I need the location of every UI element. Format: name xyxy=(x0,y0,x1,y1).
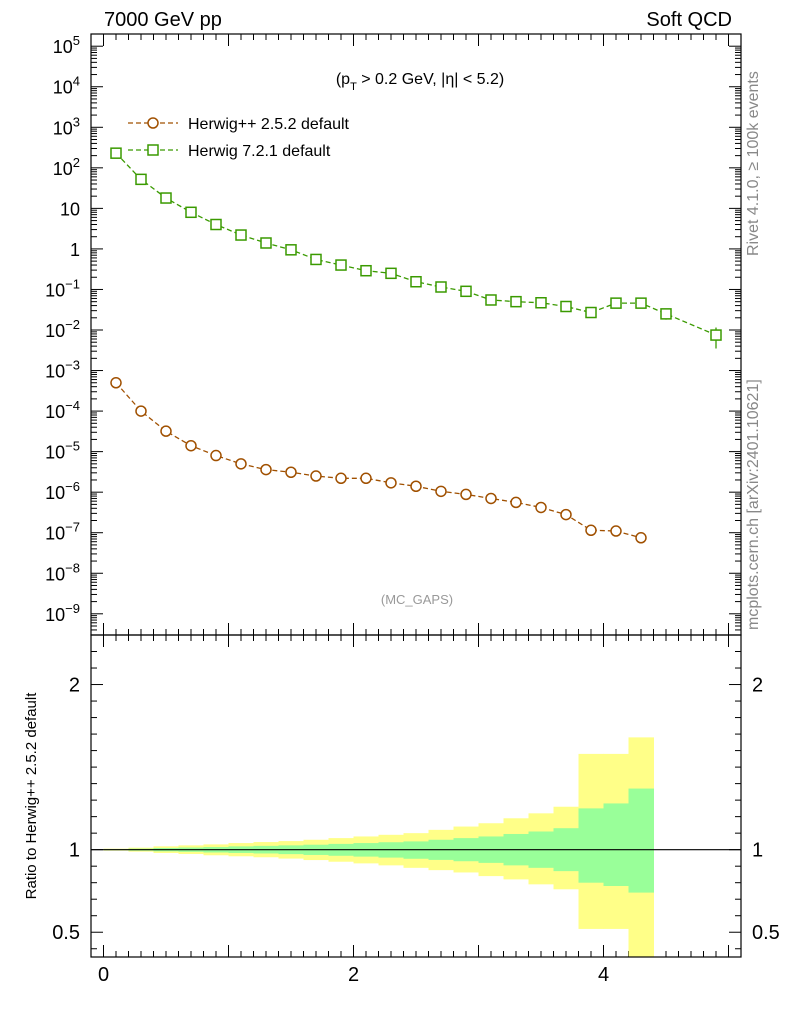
ratio-y-axis-label: Ratio to Herwig++ 2.5.2 default xyxy=(23,692,40,900)
legend-marker xyxy=(147,144,159,156)
x-tick-label: 4 xyxy=(598,964,609,986)
data-point xyxy=(210,218,222,231)
data-point xyxy=(385,477,397,489)
y-tick-label: 10−9 xyxy=(45,601,80,625)
data-point xyxy=(485,294,497,306)
data-point xyxy=(135,405,147,417)
y-tick-label: 10−7 xyxy=(45,520,80,544)
y-tick-label: 10−5 xyxy=(45,439,80,463)
y-tick-label: 10 xyxy=(60,199,80,219)
x-tick-label: 0 xyxy=(98,964,109,986)
data-point xyxy=(335,259,347,271)
data-point xyxy=(260,463,272,476)
series-line-1 xyxy=(115,382,642,539)
data-point xyxy=(110,147,122,159)
data-point xyxy=(135,173,147,186)
y-tick-label: 10−2 xyxy=(45,317,80,341)
data-point xyxy=(310,253,322,266)
data-point xyxy=(210,449,222,462)
legend-label: Herwig++ 2.5.2 default xyxy=(188,116,350,133)
y-tick-label: 10−8 xyxy=(45,560,80,584)
data-point xyxy=(235,458,247,470)
data-point xyxy=(160,192,172,204)
mcplots-source-label: mcplots.cern.ch [arXiv:2401.10621] xyxy=(745,379,762,630)
data-point xyxy=(110,377,122,389)
y-tick-label: 10−4 xyxy=(45,398,80,422)
x-tick-label: 2 xyxy=(348,964,359,986)
ratio-y-tick-label: 2 xyxy=(69,675,80,697)
cut-label: (pT > 0.2 GeV, |η| < 5.2) xyxy=(336,71,504,93)
y-tick-label: 103 xyxy=(53,114,80,138)
data-point xyxy=(460,488,472,501)
ratio-inner-band-bin xyxy=(603,803,629,886)
y-tick-label: 10−1 xyxy=(45,276,80,300)
data-point xyxy=(410,275,422,288)
legend-marker xyxy=(147,117,159,129)
ratio-y-tick-label-right: 2 xyxy=(752,675,763,697)
ratio-panel: 0 2 4 2 2 1 1 0.5 0.5 Ratio to Herwig++ 2.5.2 def… xyxy=(23,634,780,986)
data-point xyxy=(660,308,672,320)
y-tick-label: 104 xyxy=(53,74,80,98)
data-point xyxy=(235,229,247,241)
main-panel: 10510410310210110−110−210−310−410−510−61… xyxy=(45,33,742,957)
data-point xyxy=(185,439,197,452)
data-point xyxy=(385,267,397,280)
data-point xyxy=(510,496,522,509)
data-point xyxy=(310,470,322,482)
ratio-y-tick-label: 0.5 xyxy=(52,922,80,944)
data-point xyxy=(410,480,422,492)
legend-label: Herwig 7.2.1 default xyxy=(188,143,331,160)
process-label: Soft QCD xyxy=(646,9,732,31)
data-point xyxy=(160,425,172,437)
data-point xyxy=(710,329,722,341)
data-point xyxy=(585,306,597,319)
watermark: (MC_GAPS) xyxy=(381,592,453,607)
y-tick-label: 102 xyxy=(53,155,80,179)
data-point xyxy=(435,281,447,293)
y-tick-label: 105 xyxy=(53,33,80,57)
data-point xyxy=(610,297,622,309)
ratio-y-tick-label-right: 1 xyxy=(752,840,763,862)
y-tick-label: 10−3 xyxy=(45,358,80,382)
ratio-y-tick-label-right: 0.5 xyxy=(752,922,780,944)
data-point xyxy=(610,525,622,537)
collision-label: 7000 GeV pp xyxy=(104,9,222,31)
data-point xyxy=(285,466,297,479)
data-point xyxy=(185,206,197,219)
series-line-2 xyxy=(115,152,717,336)
data-point xyxy=(535,297,547,309)
y-tick-label: 10−6 xyxy=(45,479,80,503)
data-point xyxy=(360,264,372,277)
data-point xyxy=(260,237,272,249)
ratio-frame xyxy=(90,634,742,958)
rivet-version-label: Rivet 4.1.0, ≥ 100k events xyxy=(745,71,762,256)
data-point xyxy=(635,297,647,309)
data-point xyxy=(460,285,472,298)
data-point xyxy=(510,295,522,308)
data-point xyxy=(635,532,647,544)
ratio-y-tick-label: 1 xyxy=(69,840,80,862)
ratio-inner-band-bin xyxy=(628,788,654,893)
data-point xyxy=(585,524,597,537)
ratio-inner-band-bin xyxy=(578,808,604,883)
data-point xyxy=(560,508,572,521)
data-point xyxy=(360,472,372,485)
data-point xyxy=(335,472,347,485)
data-point xyxy=(435,485,447,498)
data-point xyxy=(535,501,547,514)
data-point xyxy=(560,300,572,313)
data-point xyxy=(485,492,497,505)
y-tick-label: 1 xyxy=(70,240,80,260)
data-point xyxy=(285,244,297,256)
